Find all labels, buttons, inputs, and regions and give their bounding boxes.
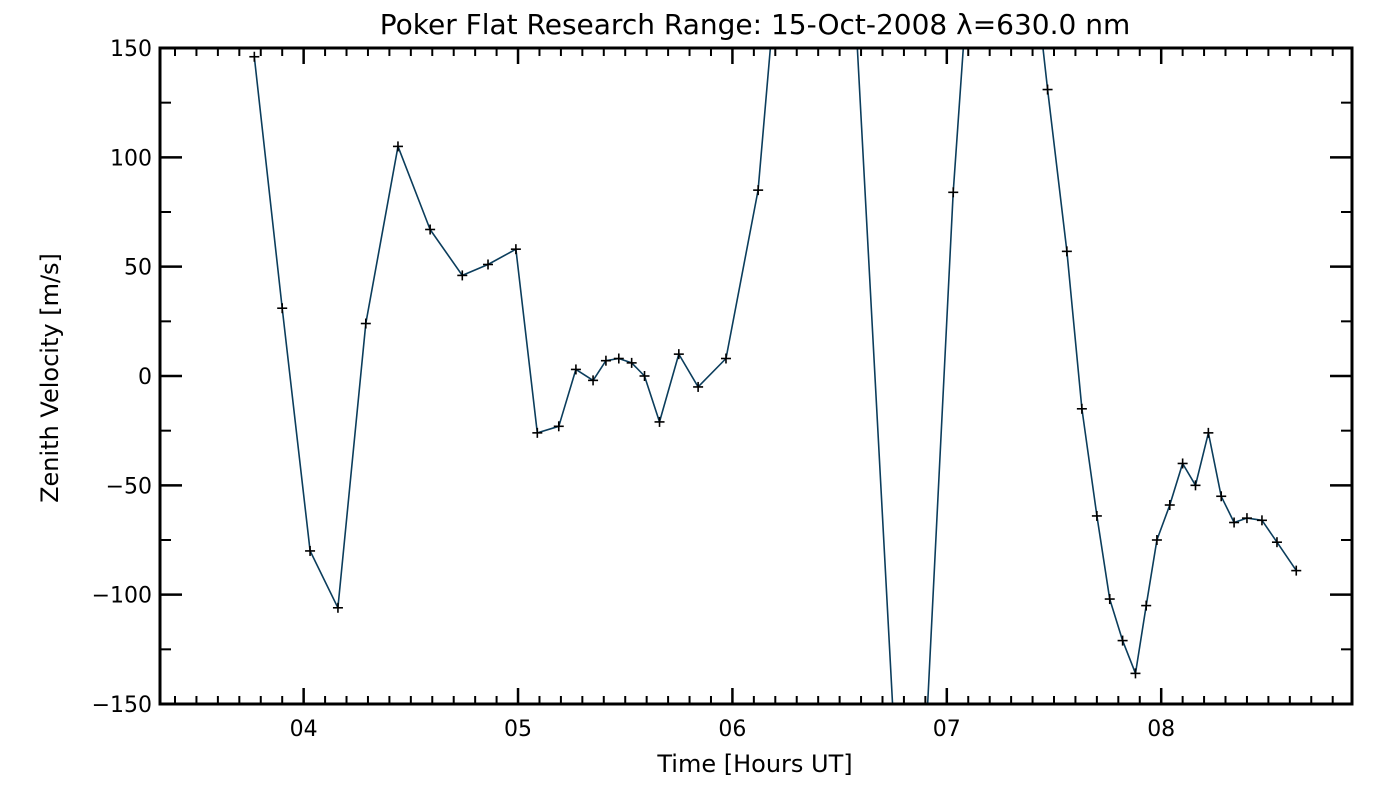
y-tick-label: −50 — [106, 474, 152, 499]
data-point-marker — [553, 421, 564, 432]
data-point-marker — [249, 51, 260, 62]
data-point-marker — [948, 187, 959, 198]
data-point-marker — [1061, 246, 1072, 257]
data-point-marker — [1229, 517, 1240, 528]
data-point-marker — [693, 381, 704, 392]
y-tick-label: −150 — [92, 693, 152, 718]
y-tick-label: 0 — [138, 365, 152, 390]
data-point-marker — [673, 349, 684, 360]
axis-tick-labels: 04 05 06 07 08 −150 −100 −50 0 50 100 150 — [92, 37, 1176, 742]
data-point-marker — [305, 545, 316, 556]
data-point-marker — [613, 353, 624, 364]
data-point-marker — [600, 355, 611, 366]
data-point-marker — [510, 244, 521, 255]
data-point-marker — [332, 602, 343, 613]
x-tick-label: 07 — [933, 717, 961, 742]
data-point-marker — [654, 416, 665, 427]
x-axis-label: Time [Hours UT] — [656, 750, 852, 778]
data-point-marker — [1141, 600, 1152, 611]
data-point-marker — [626, 357, 637, 368]
x-tick-label: 05 — [504, 717, 532, 742]
y-tick-label: 100 — [110, 146, 152, 171]
data-point-marker — [1216, 491, 1227, 502]
data-point-marker — [1271, 537, 1282, 548]
x-tick-label: 08 — [1147, 717, 1175, 742]
data-point-marker — [1256, 515, 1267, 526]
data-point-marker — [392, 141, 403, 152]
data-point-marker — [720, 353, 731, 364]
data-point-marker — [1130, 668, 1141, 679]
data-point-marker — [360, 318, 371, 329]
data-point-marker — [570, 364, 581, 375]
data-point-marker — [639, 371, 650, 381]
data-point-marker — [1151, 535, 1162, 545]
data-point-marker — [1091, 510, 1102, 521]
data-point-marker — [1117, 635, 1128, 646]
data-point-marker — [1190, 480, 1201, 491]
data-point-marker — [1042, 84, 1053, 95]
plot-frame — [158, 46, 1354, 706]
data-point-marker — [457, 270, 468, 281]
data-point-marker — [1177, 458, 1188, 469]
data-point-marker — [1241, 513, 1252, 524]
data-point-marker — [277, 303, 288, 314]
chart-title: Poker Flat Research Range: 15-Oct-2008 λ… — [380, 8, 1131, 41]
data-point-marker — [1164, 500, 1175, 511]
y-tick-label: −100 — [92, 584, 152, 609]
x-tick-label: 06 — [718, 717, 746, 742]
x-tick-label: 04 — [290, 717, 318, 742]
data-point-marker — [532, 427, 543, 438]
data-point-marker — [1076, 403, 1087, 414]
y-tick-label: 150 — [110, 37, 152, 62]
data-point-marker — [1104, 594, 1115, 605]
data-point-marker — [483, 259, 494, 270]
markers-layer — [249, 51, 1302, 679]
y-tick-label: 50 — [124, 256, 152, 281]
data-point-marker — [425, 224, 436, 235]
data-point-marker — [753, 185, 764, 196]
series-layer — [253, 48, 1297, 704]
data-point-marker — [1203, 427, 1214, 438]
y-axis-label: Zenith Velocity [m/s] — [36, 253, 64, 503]
series-line — [253, 48, 1297, 704]
data-point-marker — [1291, 565, 1302, 576]
data-point-marker — [588, 375, 599, 386]
